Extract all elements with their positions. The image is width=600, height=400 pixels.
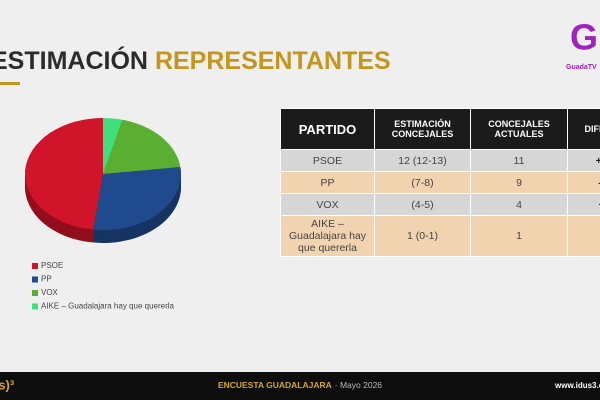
table-row: AIKE – Guadalajara hay que quererla 1 (0-…: [280, 215, 600, 257]
table-row: PP(7-8)9-1 / -2: [280, 171, 600, 194]
column-header: DIFERENCIA: [567, 108, 600, 150]
legend-label: AIKE – Guadalajara hay que quererla: [41, 302, 175, 311]
table-cell: (7-8): [374, 171, 471, 194]
footer-date: · Mayo 2026: [335, 380, 383, 390]
legend-swatch: [32, 276, 38, 283]
logo-text: GuadaTV: [566, 64, 597, 71]
title-dark-text: ESTIMACIÓN: [0, 45, 148, 75]
table-row: VOX(4-5)4+1 / =: [280, 193, 600, 216]
table-cell: +1 / =: [567, 193, 600, 216]
footer-center: ENCUESTA GUADALAJARA · Mayo 2026: [218, 380, 382, 390]
legend-swatch: [32, 263, 38, 269]
table-cell: AIKE – Guadalajara hay que quererla: [280, 215, 375, 257]
table-container: PARTIDO ESTIMACIÓN CONCEJALES CONCEJALES A…: [280, 108, 600, 257]
table-cell: PP: [280, 171, 375, 194]
legend-label: PSOE: [41, 261, 63, 270]
legend-swatch: [32, 290, 38, 296]
legend-label: PP: [41, 275, 52, 284]
pie-slice: [103, 118, 123, 174]
table-cell: (4-5): [374, 193, 471, 216]
table-cell: 9: [470, 171, 568, 194]
table-cell: 12 (12-13): [374, 149, 471, 172]
table-cell: VOX: [280, 193, 375, 216]
title-dark: ESTIMACIÓN REPRESENTANTES: [0, 45, 391, 75]
pie-slice: [93, 166, 182, 231]
column-header: PARTIDO: [280, 108, 375, 150]
table-cell: -1 / -2: [567, 171, 600, 194]
pie: [24, 118, 182, 244]
table-cell: 1 (0-1): [374, 215, 471, 257]
footer-bar: [0, 372, 600, 400]
table-cell: 1: [470, 215, 568, 257]
pie-slice: [24, 118, 103, 230]
logo-letter: G: [570, 17, 598, 58]
title-underline: [0, 82, 20, 85]
title-gold: REPRESENTANTES: [155, 47, 391, 75]
footer-logo: (s)³: [0, 377, 15, 392]
table-cell: 4: [470, 193, 568, 216]
footer-survey: ENCUESTA GUADALAJARA: [218, 380, 332, 390]
legend-label: VOX: [41, 288, 59, 297]
table-cell: -1 / =: [567, 215, 600, 257]
results-table: PARTIDO ESTIMACIÓN CONCEJALES CONCEJALES A…: [280, 108, 600, 257]
legend: PSOE PP VOX AIKE – Guadalajara hay que quer…: [32, 261, 175, 311]
legend-swatch: [32, 303, 38, 310]
column-header: CONCEJALES ACTUALES: [470, 108, 568, 150]
table-cell: 11: [470, 149, 568, 172]
footer-url: www.idus3.es: [554, 381, 600, 390]
table-cell: PSOE: [280, 149, 375, 172]
pie-slice: [103, 119, 181, 174]
column-header: ESTIMACIÓN CONCEJALES: [374, 108, 471, 150]
table-cell: +1 / +2: [567, 149, 600, 172]
